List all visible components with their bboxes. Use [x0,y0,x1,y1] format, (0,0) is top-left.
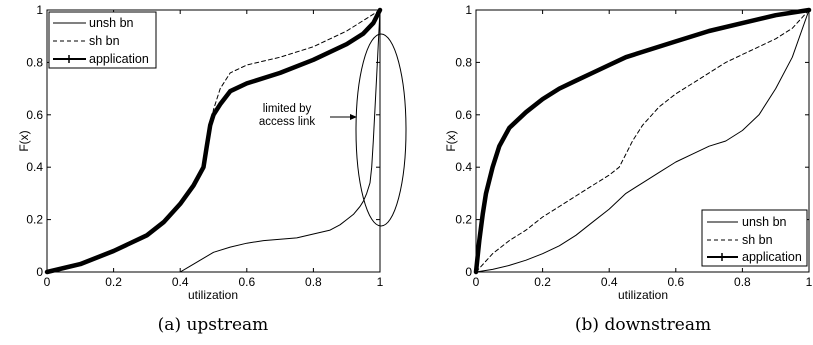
x-tick-label-downstream: 0.8 [734,275,751,289]
y-tick-label-upstream: 0.8 [26,55,43,69]
x-axis-label-upstream: utilization [188,288,238,302]
annotation-line-2: access link [259,116,315,128]
legend-label-unsh-bn: unsh bn [89,16,134,30]
y-tick-label-downstream: 0.6 [455,108,472,122]
legend-downstream: unsh bn sh bn application [701,209,808,267]
caption-upstream: (a) upstream [158,315,269,335]
series-line-application-upstream [44,7,383,275]
x-tick-label-upstream: 0.4 [172,275,189,289]
annotation-ellipse [355,33,407,227]
y-tick-label-upstream: 0 [36,265,43,279]
y-tick-label-downstream: 0 [465,265,472,279]
y-axis-label-upstream: F(x) [17,130,31,151]
series-line-unsh-bn-downstream [475,9,810,273]
panel-upstream: 0 0.2 0.4 0.6 0.8 100.20.40.60.81 limited by … [17,3,407,335]
annotation-arrowhead [350,114,357,120]
caption-downstream: (b) downstream [575,315,711,335]
legend-label-application: application [742,250,802,264]
x-tick-label-upstream: 0.6 [238,275,255,289]
annotation-line-1: limited by [263,103,312,115]
legend-label-application: application [89,52,149,66]
x-tick-label-downstream: 0.2 [534,275,551,289]
x-tick-label-upstream: 0.2 [105,275,122,289]
series-line-unsh-bn-upstream [46,9,381,273]
x-axis-label-downstream: utilization [618,288,668,302]
y-tick-label-downstream: 0.8 [455,55,472,69]
x-tick-label-upstream: 0.8 [305,275,322,289]
legend-label-unsh-bn: unsh bn [742,215,787,229]
y-tick-label-upstream: 0.2 [26,213,43,227]
legend-label-sh-bn: sh bn [89,34,120,48]
series-line-application-downstream [473,7,812,275]
legend-upstream: unsh bn sh bn application [48,11,157,69]
series-line-sh-bn-downstream [475,9,810,273]
y-tick-label-upstream: 1 [36,3,43,17]
x-tick-label-downstream: 0.6 [667,275,684,289]
y-tick-label-downstream: 0.2 [455,213,472,227]
x-tick-label-downstream: 1 [806,275,813,289]
y-tick-label-upstream: 0.6 [26,108,43,122]
y-tick-label-downstream: 0.4 [455,160,472,174]
x-tick-label-downstream: 0.4 [601,275,618,289]
y-axis-label-downstream: F(x) [444,130,458,151]
x-tick-label-downstream: 0 [473,275,480,289]
x-tick-label-upstream: 1 [377,275,384,289]
panel-downstream: 0 0.2 0.4 0.6 0.8 1 0 0.2 0.4 0.6 0.8 1 unsh bn sh … [444,3,813,335]
legend-label-sh-bn: sh bn [742,233,773,247]
y-tick-label-downstream: 1 [465,3,472,17]
y-tick-label-upstream: 0.4 [26,160,43,174]
x-tick-label-upstream: 0 [44,275,51,289]
